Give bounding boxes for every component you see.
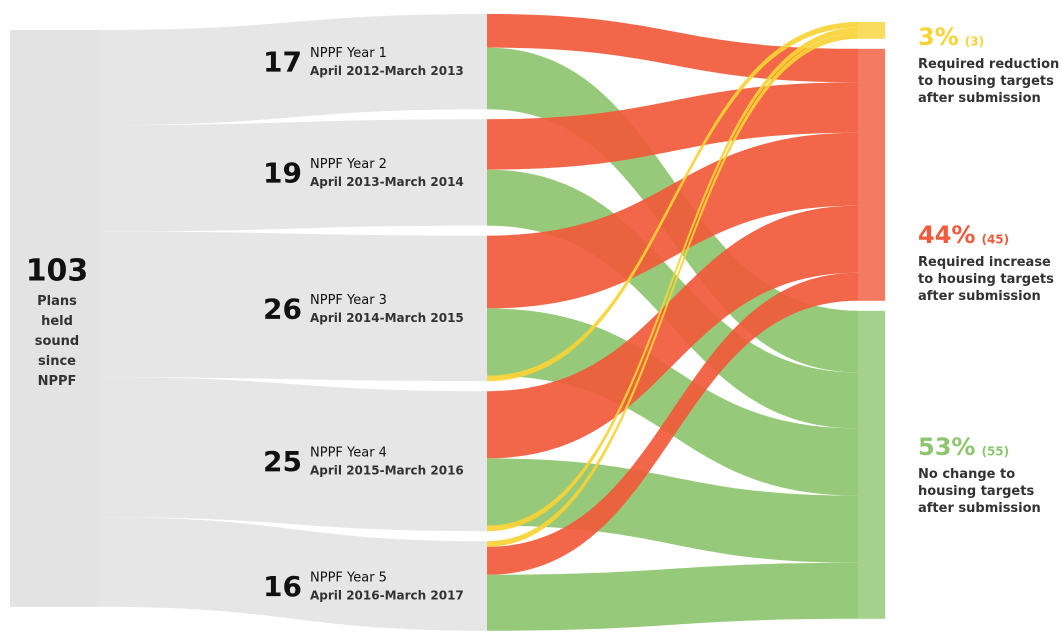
outcome-name: Required reduction to housing targets af… xyxy=(918,57,1060,106)
source-value: 103 xyxy=(26,254,89,289)
year-flow xyxy=(100,119,487,232)
year-value: 25 xyxy=(263,445,302,478)
outcome-node xyxy=(858,22,885,39)
year-name: NPPF Year 3 xyxy=(310,293,387,308)
link xyxy=(487,33,858,547)
year-period: April 2015-March 2016 xyxy=(310,464,464,478)
year-value: 16 xyxy=(263,570,302,603)
outcome-count: (45) xyxy=(981,233,1009,247)
link xyxy=(487,27,858,532)
outcome-node xyxy=(858,48,885,301)
link xyxy=(487,205,858,459)
source-node xyxy=(10,30,100,607)
link xyxy=(487,22,858,382)
year-value: 17 xyxy=(263,46,302,79)
outcome-share: 53% xyxy=(918,433,975,461)
link xyxy=(487,308,858,496)
outcome-node xyxy=(858,310,885,619)
link xyxy=(487,562,858,631)
outcome-share: 44% xyxy=(918,221,975,249)
link xyxy=(487,132,858,309)
year-name: NPPF Year 1 xyxy=(310,46,387,61)
link xyxy=(487,458,858,563)
year-value: 19 xyxy=(263,156,302,189)
link xyxy=(487,14,858,83)
outcome-name: Required increase to housing targets aft… xyxy=(918,255,1054,304)
year-name: NPPF Year 2 xyxy=(310,157,387,172)
year-flow xyxy=(100,517,487,631)
year-flow xyxy=(100,231,487,382)
outcome-name: No change to housing targets after submi… xyxy=(918,467,1041,516)
outcome-share: 3% xyxy=(918,23,959,51)
source-label: Plans held sound since NPPF xyxy=(34,294,80,389)
outcome-count: (3) xyxy=(965,35,984,49)
year-flow xyxy=(100,377,487,532)
link xyxy=(487,82,858,170)
year-value: 26 xyxy=(263,292,302,325)
year-period: April 2012-March 2013 xyxy=(310,64,464,78)
link xyxy=(487,272,858,575)
year-name: NPPF Year 5 xyxy=(310,571,387,586)
year-period: April 2014-March 2015 xyxy=(310,311,464,325)
year-name: NPPF Year 4 xyxy=(310,446,387,461)
year-period: April 2013-March 2014 xyxy=(310,175,464,189)
year-period: April 2016-March 2017 xyxy=(310,589,464,603)
outcome-count: (55) xyxy=(981,445,1009,459)
year-flow xyxy=(100,14,487,126)
